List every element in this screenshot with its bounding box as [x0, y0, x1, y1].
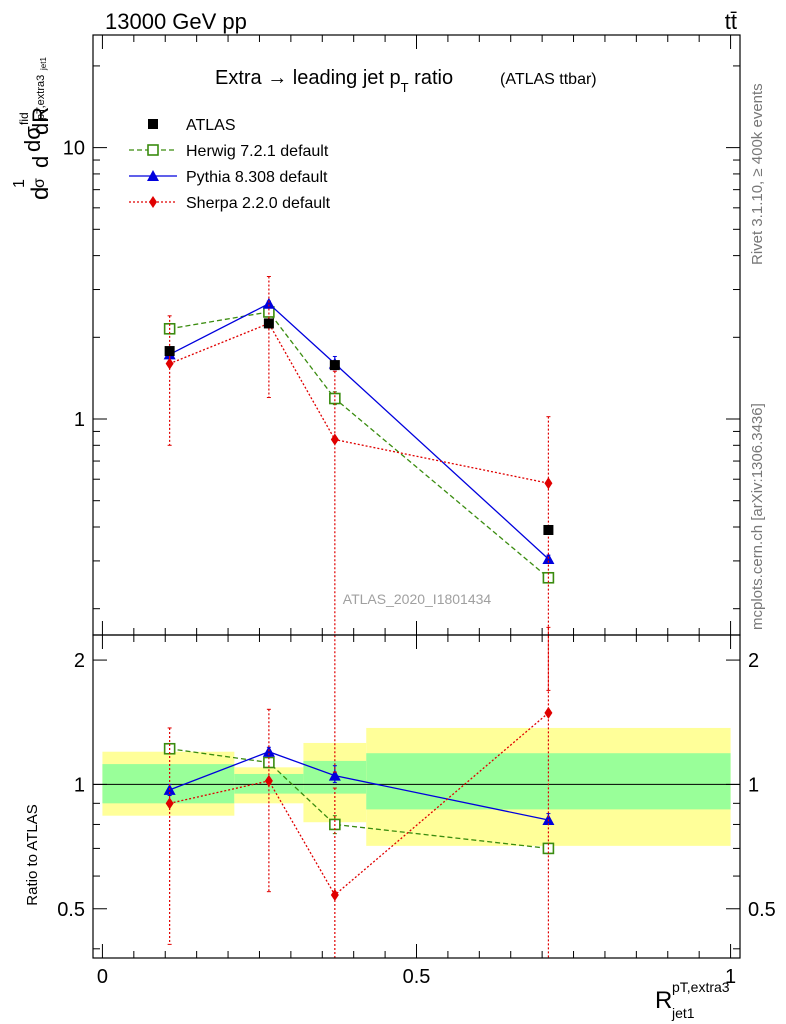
svg-text:dσ: dσ	[20, 126, 45, 152]
marker-triangle	[328, 769, 341, 781]
marker-triangle	[147, 170, 159, 181]
x-axis-label: R pT,extra3 jet1	[655, 979, 730, 1021]
marker-open-square	[329, 392, 341, 405]
y-tick-label-ratio-right: 2	[748, 650, 759, 672]
legend-entry: Pythia 8.308 default	[129, 169, 328, 186]
svg-text:pT,extra3: pT,extra3	[35, 75, 47, 120]
marker-square	[148, 119, 158, 129]
marker-square	[164, 346, 175, 357]
series-line-ratio	[169, 751, 549, 821]
mcplots-label: mcplots.cern.ch [arXiv:1306.3436]	[749, 403, 766, 630]
chart-title-main: Extra → leading jet p	[215, 67, 401, 89]
series-line-top	[169, 322, 549, 484]
svg-text:dR: dR	[28, 107, 53, 135]
ratio-axis-label: Ratio to ATLAS	[24, 804, 41, 905]
y-tick-label-ratio-left: 2	[74, 650, 85, 672]
svg-text:d: d	[27, 187, 54, 200]
legend: ATLAS Herwig 7.2.1 default Pythia 8.308 de…	[129, 117, 331, 212]
y-tick-label-ratio-right: 0.5	[748, 899, 776, 921]
y-tick-label-ratio-right: 1	[748, 774, 759, 796]
marker-square	[263, 318, 274, 329]
legend-label: ATLAS	[186, 117, 236, 134]
marker-diamond	[330, 888, 339, 901]
svg-text:σ: σ	[31, 178, 48, 188]
y-tick-label-top: 1	[74, 409, 85, 431]
marker-triangle	[262, 297, 275, 309]
analysis-label: ATLAS_2020_I1801434	[343, 591, 492, 607]
data-uncertainty-bands	[93, 727, 740, 846]
series-line-ratio	[169, 748, 549, 850]
legend-entry: ATLAS	[148, 117, 236, 134]
marker-diamond	[544, 706, 553, 719]
marker-diamond	[165, 797, 174, 810]
chart-title: Extra → leading jet pT ratio	[215, 67, 453, 95]
chart-title-note: (ATLAS ttbar)	[500, 71, 597, 88]
chart-title-tail: ratio	[409, 67, 453, 89]
x-axis-label-main: R	[655, 987, 672, 1014]
x-tick-label: 0	[97, 966, 108, 988]
legend-entry: Herwig 7.2.1 default	[129, 143, 329, 160]
legend-label: Pythia 8.308 default	[186, 169, 328, 186]
chart-axes: 0 0.5 1 1 10 0.5 0.5 1 1 2 2	[57, 34, 776, 988]
marker-square	[543, 524, 554, 535]
svg-text:d: d	[28, 156, 53, 168]
rivet-label: Rivet 3.1.10, ≥ 400k events	[749, 83, 766, 265]
y-axis-label: d 1 σ d dσ fid pT,extra3 jet1 dR	[11, 57, 54, 200]
series-line-top	[169, 302, 549, 560]
legend-label: Herwig 7.2.1 default	[186, 143, 329, 160]
marker-open-square	[147, 144, 159, 156]
marker-diamond	[544, 477, 553, 490]
energy-label: 13000 GeV pp	[105, 9, 247, 34]
marker-diamond	[165, 357, 174, 370]
legend-entry: Sherpa 2.2.0 default	[129, 195, 331, 212]
x-axis-label-sup: pT,extra3	[672, 979, 730, 995]
x-tick-label: 1	[725, 966, 736, 988]
y-tick-label-ratio-left: 0.5	[57, 899, 85, 921]
x-tick-label: 0.5	[403, 966, 431, 988]
chart-title-sub: T	[401, 80, 409, 95]
marker-diamond	[330, 433, 339, 446]
process-label: tt̄	[725, 9, 737, 34]
svg-text:1: 1	[11, 179, 28, 188]
svg-text:fid: fid	[17, 112, 31, 125]
band-inner	[102, 764, 235, 804]
marker-diamond	[149, 196, 157, 208]
series-atlas	[164, 318, 554, 535]
svg-text:jet1: jet1	[39, 57, 48, 71]
y-tick-label-ratio-left: 1	[74, 774, 85, 796]
x-axis-label-sub: jet1	[671, 1005, 695, 1021]
marker-square	[329, 360, 340, 371]
series-line-ratio	[169, 712, 549, 896]
marker-diamond	[264, 774, 273, 787]
y-tick-label-top: 10	[63, 138, 85, 160]
series-line-top	[169, 311, 549, 579]
series-sherpa	[165, 276, 553, 959]
chart-marks	[163, 276, 555, 959]
legend-label: Sherpa 2.2.0 default	[186, 195, 331, 212]
